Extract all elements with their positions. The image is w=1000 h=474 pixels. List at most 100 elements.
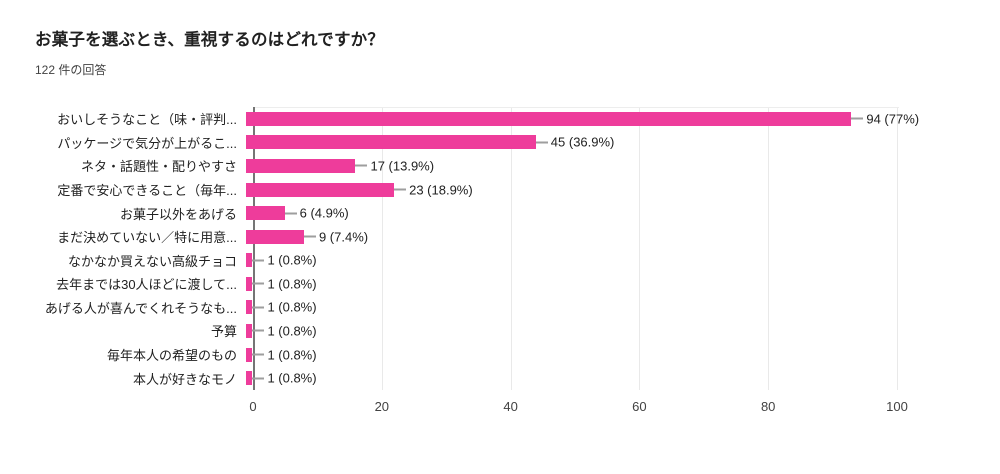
x-tick-label: 20 [374, 399, 390, 414]
chart-row: おいしそうなこと（味・評判... 94 (77%) [0, 107, 1000, 131]
category-label: お菓子以外をあげる [119, 206, 237, 222]
category-label: 去年までは30人ほどに渡して... [56, 277, 237, 293]
response-count: 122 件の回答 [35, 63, 107, 77]
category-label: おいしそうなこと（味・評判... [57, 112, 237, 128]
bar [246, 158, 356, 173]
chart-row: あげる人が喜んでくれそうなも... 1 (0.8%) [0, 296, 1000, 320]
value-label: 1 (0.8%) [267, 323, 317, 339]
category-label: ネタ・話題性・配りやすさ [80, 159, 237, 175]
callout-line [303, 235, 316, 238]
value-callout: 1 (0.8%) [252, 347, 317, 363]
plot-area [253, 107, 899, 390]
value-label: 1 (0.8%) [267, 347, 317, 363]
category-label: 本人が好きなモノ [132, 371, 237, 387]
x-tick-label: 80 [760, 399, 776, 414]
value-label: 94 (77%) [866, 111, 920, 127]
category-label: 定番で安心できること（毎年... [57, 183, 237, 199]
chart-row: 本人が好きなモノ 1 (0.8%) [0, 366, 1000, 390]
bar-track: 1 (0.8%) [245, 366, 1000, 390]
gridline [381, 108, 383, 390]
x-tick-label: 40 [503, 399, 518, 414]
bar [246, 347, 253, 362]
gridline [639, 108, 641, 390]
category-label: まだ決めていない／特に用意... [57, 230, 237, 246]
value-label: 17 (13.9%) [370, 158, 435, 174]
bar-track: 1 (0.8%) [245, 272, 1000, 296]
value-callout: 17 (13.9%) [355, 158, 434, 173]
value-label: 45 (36.9%) [550, 134, 615, 150]
bar [246, 206, 285, 221]
bar [246, 323, 253, 338]
chart-row: 毎年本人の希望のもの 1 (0.8%) [0, 343, 1000, 367]
value-callout: 45 (36.9%) [535, 134, 615, 150]
chart-row: まだ決めていない／特に用意... 9 (7.4%) [0, 225, 1000, 249]
bar-track: 6 (4.9%) [245, 201, 1000, 225]
callout-line [851, 117, 864, 120]
bar [246, 111, 852, 126]
bar [246, 276, 253, 291]
value-callout: 1 (0.8%) [252, 252, 317, 268]
chart-rows: おいしそうなこと（味・評判... 94 (77%) パッケージで気分が上がるこ...… [0, 107, 1000, 390]
bar [246, 182, 395, 197]
chart-row: 定番で安心できること（毎年... 23 (18.9%) [0, 178, 1000, 202]
category-label: なかなか買えない高級チョコ [67, 253, 237, 269]
chart-header: お菓子を選ぶとき、重視するのはどれですか？ 122 件の回答 [35, 26, 384, 78]
bar-track: 1 (0.8%) [245, 296, 1000, 320]
value-callout: 1 (0.8%) [252, 276, 317, 292]
y-axis-line [253, 107, 255, 390]
bar-track: 1 (0.8%) [245, 343, 1000, 367]
chart-title: お菓子を選ぶとき、重視するのはどれですか？ [35, 31, 385, 49]
gridline [510, 108, 512, 390]
gridline [768, 108, 770, 390]
callout-line [252, 377, 265, 380]
bar-track: 23 (18.9%) [245, 178, 1000, 202]
value-callout: 6 (4.9%) [284, 205, 349, 221]
category-label: パッケージで気分が上がるこ... [57, 135, 237, 151]
bar-track: 17 (13.9%) [245, 154, 1000, 178]
gridline [897, 108, 898, 390]
value-callout: 23 (18.9%) [394, 182, 473, 197]
callout-line [252, 259, 265, 262]
value-label: 9 (7.4%) [318, 229, 369, 245]
value-label: 1 (0.8%) [267, 252, 317, 268]
callout-line [252, 306, 265, 309]
callout-line [355, 164, 368, 167]
value-label: 23 (18.9%) [409, 182, 473, 198]
value-label: 1 (0.8%) [267, 299, 317, 315]
bar [246, 300, 253, 315]
bar [246, 371, 253, 386]
bar-track: 1 (0.8%) [245, 248, 1000, 272]
bar-track: 94 (77%) [245, 107, 1000, 131]
value-label: 6 (4.9%) [299, 205, 349, 221]
x-axis: 0 20 40 60 80 100 [249, 399, 907, 419]
bar [246, 229, 304, 244]
x-tick-label: 0 [249, 399, 257, 414]
bar-track: 9 (7.4%) [245, 225, 1000, 249]
chart-row: 予算 1 (0.8%) [0, 319, 1000, 343]
category-label: 毎年本人の希望のもの [106, 348, 237, 364]
value-callout: 9 (7.4%) [303, 229, 369, 245]
callout-line [252, 329, 265, 332]
callout-line [252, 282, 265, 285]
bar-chart: おいしそうなこと（味・評判... 94 (77%) パッケージで気分が上がるこ...… [0, 107, 1000, 427]
bar [246, 253, 253, 268]
bar-track: 45 (36.9%) [245, 131, 1000, 155]
callout-line [394, 188, 407, 191]
value-callout: 1 (0.8%) [252, 371, 317, 386]
value-callout: 1 (0.8%) [252, 299, 317, 315]
bar [246, 135, 536, 150]
value-callout: 94 (77%) [851, 111, 919, 126]
chart-row: なかなか買えない高級チョコ 1 (0.8%) [0, 248, 1000, 272]
x-tick-label: 100 [886, 399, 908, 414]
value-label: 1 (0.8%) [267, 276, 317, 292]
category-label: 予算 [210, 324, 237, 340]
value-callout: 1 (0.8%) [252, 323, 317, 339]
category-label: あげる人が喜んでくれそうなも... [44, 300, 237, 316]
chart-row: パッケージで気分が上がるこ... 45 (36.9%) [0, 131, 1000, 155]
x-tick-label: 60 [632, 399, 647, 414]
chart-row: お菓子以外をあげる 6 (4.9%) [0, 201, 1000, 225]
bar-track: 1 (0.8%) [245, 319, 1000, 343]
callout-line [535, 141, 548, 144]
callout-line [284, 212, 297, 215]
